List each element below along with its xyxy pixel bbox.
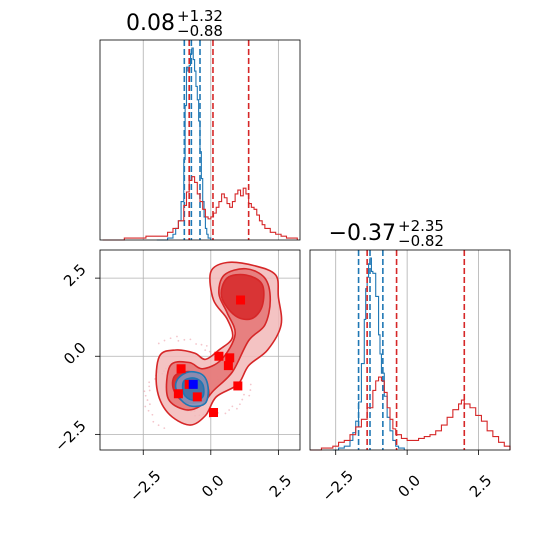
contour-sample-dot — [205, 344, 208, 347]
contour-sample-dot — [189, 338, 192, 341]
contour-sample-dot — [249, 383, 252, 386]
right-title-value: −0.37 — [329, 221, 396, 246]
contour-sample-dot — [177, 339, 180, 342]
contour-sample-dot — [238, 403, 241, 406]
bottom-right-axes-frame — [309, 249, 511, 451]
right-xtick-label-0: −2.5 — [319, 467, 357, 505]
right-hist-series-1 — [310, 376, 511, 451]
contour-sample-dot — [157, 424, 160, 427]
contour-sample-dot — [152, 420, 155, 423]
contour-sample-dot — [146, 399, 149, 401]
right-x-ticks: −2.5 0.0 2.5 — [319, 450, 496, 505]
contour-sample-dot — [183, 338, 186, 341]
bottom-right-histogram-panel: −2.5 0.0 2.5 −0.37 +2.35 −0.82 — [309, 217, 511, 505]
contour-sample-dot — [228, 409, 231, 411]
contour-sample-dot — [148, 381, 151, 384]
red-square-marker-7 — [233, 381, 243, 391]
contour-sample-dot — [163, 339, 166, 342]
contour-sample-dot — [148, 385, 151, 388]
red-square-marker-2 — [214, 351, 224, 361]
contour-sample-dot — [144, 405, 147, 408]
contour-ytick-label-0: 2.5 — [60, 260, 90, 290]
contour-sample-dot — [236, 407, 238, 410]
contour-y-ticks: 2.5 0.0 −2.5 — [51, 260, 100, 455]
red-square-marker-1 — [176, 364, 186, 374]
blue-square-marker-0 — [188, 379, 198, 389]
red-square-marker-0 — [236, 295, 246, 305]
contour-sample-dot — [151, 413, 154, 416]
red-square-marker-6 — [173, 389, 183, 399]
contour-x-ticks: −2.5 0.0 2.5 — [126, 450, 295, 505]
right-grid — [335, 250, 479, 450]
red-square-marker-8 — [209, 408, 219, 417]
contour-sample-dot — [208, 350, 211, 353]
contour-xtick-label-0: −2.5 — [126, 467, 164, 505]
top-title-value: 0.08 — [126, 11, 175, 36]
red-square-marker-5 — [192, 392, 202, 402]
contour-sample-dot — [176, 335, 178, 338]
contour-sample-dot — [224, 412, 227, 415]
contour-sample-dot — [147, 409, 150, 412]
right-xtick-label-1: 0.0 — [394, 471, 424, 501]
contour-sample-dot — [195, 343, 198, 345]
contour-sample-dot — [143, 390, 146, 393]
right-title-upper: +2.35 — [398, 217, 444, 235]
top-title-upper: +1.32 — [177, 7, 223, 25]
contour-sample-dot — [249, 389, 252, 391]
contour-sample-dot — [144, 394, 147, 397]
contour-xtick-label-2: 2.5 — [266, 471, 296, 501]
contour-sample-dot — [241, 398, 244, 401]
contour-sample-dot — [149, 403, 151, 406]
contour-sample-dot — [243, 393, 245, 396]
contour-ytick-label-2: −2.5 — [51, 417, 89, 455]
contour-sample-dot — [148, 389, 151, 392]
contour-xtick-label-1: 0.0 — [198, 471, 228, 501]
contour-sample-dot — [163, 427, 166, 430]
top-left-axes-frame — [99, 39, 301, 241]
bottom-left-axes-frame — [99, 249, 301, 451]
right-hist-series-0 — [332, 257, 405, 451]
contour-sample-dot — [200, 343, 203, 346]
top-grid — [142, 40, 279, 240]
red-square-marker-3 — [225, 353, 235, 363]
top-left-histogram-panel: 0.08 +1.32 −0.88 — [99, 7, 301, 241]
right-xtick-label-2: 2.5 — [466, 471, 496, 501]
red-square-marker-4 — [223, 361, 233, 371]
contour-sample-dot — [231, 405, 234, 408]
contour-sample-dot — [248, 394, 251, 397]
top-title-lower: −0.88 — [177, 22, 223, 40]
top-plot-area — [102, 40, 298, 241]
contour-sample-dot — [169, 337, 172, 340]
right-plot-area — [310, 250, 511, 451]
top-hist-series-1 — [102, 176, 298, 241]
contour-sample-dot — [204, 349, 207, 352]
contour-sample-dot — [157, 342, 160, 345]
right-title-lower: −0.82 — [398, 232, 444, 250]
contour-ytick-label-1: 0.0 — [60, 339, 90, 369]
contour-plot-area — [143, 261, 283, 430]
bottom-left-contour-panel: 2.5 0.0 −2.5 −2.5 0.0 2.5 — [51, 249, 301, 505]
